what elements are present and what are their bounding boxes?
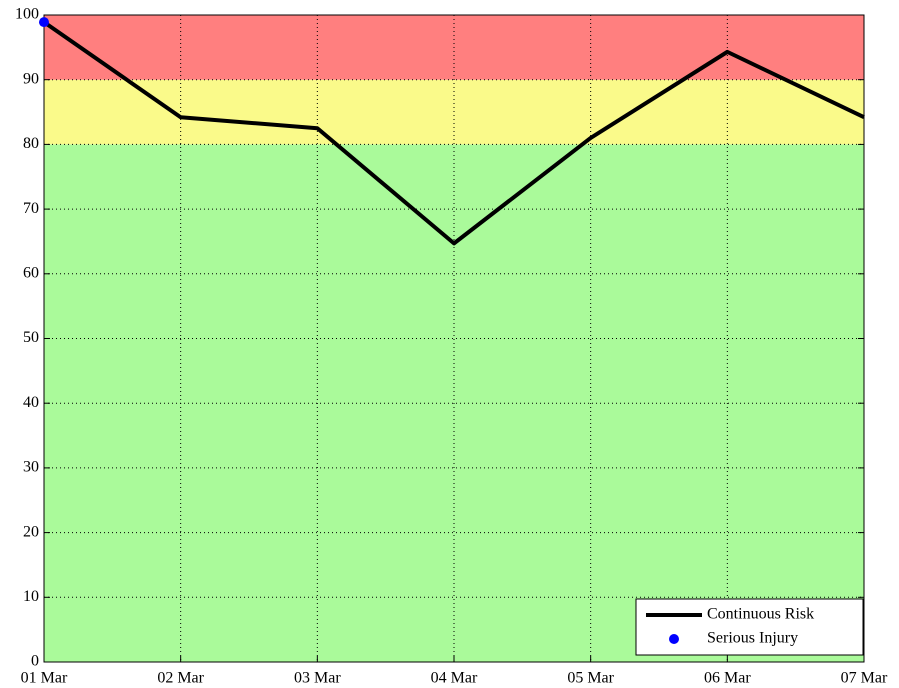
legend: Continuous Risk Serious Injury (635, 598, 864, 656)
y-tick-label: 0 (31, 653, 39, 670)
x-tick-label: 04 Mar (431, 670, 478, 687)
legend-label: Serious Injury (707, 630, 798, 647)
y-tick-label: 60 (23, 264, 39, 281)
y-tick-label: 10 (23, 588, 39, 605)
x-tick-label: 05 Mar (567, 670, 614, 687)
x-tick-label: 01 Mar (21, 670, 68, 687)
plot-frame (43, 14, 865, 663)
risk-band (44, 79, 864, 145)
x-tick-label: 03 Mar (294, 670, 341, 687)
legend-box (635, 598, 864, 656)
y-tick-label: 70 (23, 200, 39, 217)
x-tick-label: 02 Mar (157, 670, 204, 687)
x-tick-label: 06 Mar (704, 670, 751, 687)
y-tick-label: 50 (23, 329, 39, 346)
injury-point (39, 17, 49, 28)
y-tick-label: 90 (23, 70, 39, 87)
risk-line (42, 20, 865, 246)
y-tick-label: 80 (23, 135, 39, 152)
y-tick-label: 30 (23, 459, 39, 476)
x-tick-label: 07 Mar (841, 670, 888, 687)
y-tick-label: 40 (23, 394, 39, 411)
y-tick-label: 100 (15, 6, 39, 23)
legend-label: Continuous Risk (707, 606, 814, 623)
y-tick-label: 20 (23, 523, 39, 540)
legend-dot (669, 634, 679, 644)
